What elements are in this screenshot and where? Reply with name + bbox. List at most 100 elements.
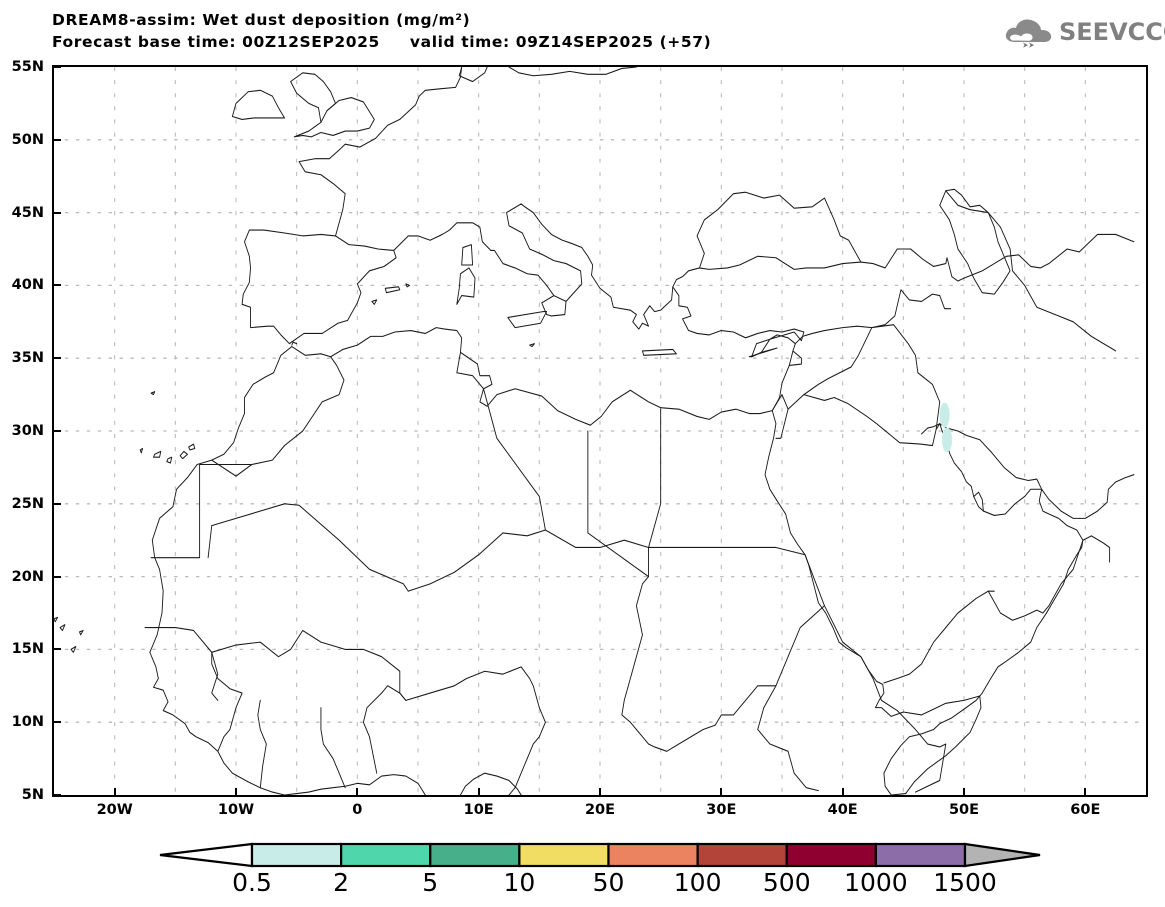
y-axis-tick [54, 357, 61, 360]
adriatic-aegean-black-sea-coast [506, 203, 862, 330]
border-cameroon-gabon [508, 758, 528, 795]
y-axis-tick [54, 211, 61, 214]
gibraltar-strait [291, 341, 298, 346]
y-axis-tick-label: 25N [11, 495, 44, 512]
gridlines [54, 67, 1146, 795]
malta [529, 343, 535, 348]
colorbar-band-2 [340, 842, 432, 868]
cape-verde-santo-antao [54, 616, 59, 623]
border-ghana-ivory [320, 707, 346, 789]
y-axis-tick-label: 20N [11, 568, 44, 585]
border-niger-algeria-libya [407, 529, 546, 592]
x-axis-tick [720, 788, 723, 795]
border-egypt-libya [648, 408, 662, 549]
x-axis-tick [599, 788, 601, 795]
caspian-southeast-coast [945, 190, 1026, 286]
colorbar-band-1 [250, 842, 343, 868]
tenerife [153, 450, 162, 458]
border-iran-turkmenistan [1024, 284, 1117, 352]
x-axis-tick [235, 788, 237, 795]
y-axis-tick [54, 138, 61, 141]
cape-verde-sao-vicente [59, 624, 66, 632]
y-axis-tick [54, 794, 61, 796]
border-nigeria-niger-chad [405, 666, 540, 709]
border-ethiopia-somalia [860, 656, 947, 793]
border-syria-iraq [803, 327, 873, 396]
baltic-south-coast [508, 67, 637, 77]
x-axis-tick-label: 0 [352, 802, 363, 818]
border-western-sahara [150, 463, 253, 559]
colorbar-tick-label: 10 [503, 868, 536, 897]
scotland [290, 72, 336, 123]
y-axis-tick [54, 430, 61, 432]
border-liberia-ivory [257, 699, 267, 789]
border-caucasus [860, 248, 965, 282]
border-egypt-sudan [648, 546, 806, 556]
border-iran-pakistan [1041, 474, 1135, 519]
y-axis-tick-label: 35N [11, 350, 44, 367]
logo-text: SEEVCCC [1059, 18, 1165, 46]
border-benin-togo [362, 685, 407, 774]
border-libya-algeria [483, 388, 546, 531]
colorbar[interactable]: 0.5 2 5 10 50 100 500 1000 1500 [0, 836, 1165, 906]
border-turkmenistan-kazakh [963, 233, 1135, 279]
x-axis-tick-label: 60E [1070, 802, 1101, 818]
border-morocco-algeria [251, 356, 345, 466]
western-europe-coast [241, 67, 463, 345]
border-chad-sudan [544, 529, 649, 745]
cyprus [748, 347, 778, 358]
menorca [405, 283, 410, 288]
border-south-sudan [648, 685, 777, 752]
la-palma [139, 447, 144, 454]
colorbar-band-under [159, 842, 254, 868]
iran-gulf-coast [939, 423, 1043, 490]
sicily [507, 311, 548, 329]
colorbar-band-over [963, 842, 1041, 868]
madeira [150, 391, 156, 396]
caspian-sea [939, 188, 1011, 295]
border-iraq-iran [871, 324, 941, 431]
colorbar-tick-label: 1000 [844, 868, 908, 897]
border-sudan-ethiopia [757, 605, 825, 792]
x-axis-tick-label: 30E [706, 802, 737, 818]
y-axis-tick-label: 40N [11, 277, 44, 294]
page-title: DREAM8-assim: Wet dust deposition (mg/m²… [52, 11, 471, 29]
y-axis-tick-label: 45N [11, 204, 44, 221]
england-wales [293, 97, 375, 138]
africa-red-sea-horn-coast [764, 410, 982, 795]
x-axis-tick [113, 788, 116, 795]
border-libya-niger-east [587, 430, 649, 578]
colorbar-tick-label: 50 [592, 868, 625, 897]
y-axis-tick [54, 284, 61, 287]
cape-verde-santiago [70, 645, 77, 653]
arabian-peninsula-coast [883, 423, 1084, 795]
colorbar-tick-label: 5 [422, 868, 439, 897]
border-mauritania-mali [211, 503, 409, 592]
border-tunisia-algeria [456, 351, 484, 390]
x-axis-tick [1084, 788, 1087, 795]
cape-verde-sal [79, 629, 84, 636]
map-canvas[interactable] [52, 65, 1148, 797]
cloud-icon [1005, 19, 1052, 48]
ibiza [371, 299, 378, 305]
x-axis-tick [477, 788, 480, 795]
dust-deposition-field [939, 402, 953, 453]
colorbar-band-7 [785, 842, 877, 868]
colorbar-tick-label: 0.5 [232, 868, 272, 897]
x-axis-tick-label: 10E [463, 802, 494, 818]
forecast-time-subtitle: Forecast base time: 00Z12SEP2025 valid t… [52, 33, 712, 51]
colorbar-band-6 [696, 842, 788, 868]
x-axis-tick [356, 788, 359, 795]
map-graphic [54, 67, 1146, 795]
ireland [231, 89, 285, 120]
denmark [458, 67, 488, 83]
levant-turkey-south-coast [672, 286, 805, 412]
border-cameroon-chad [526, 707, 546, 760]
border-oman-yemen [987, 539, 1084, 621]
border-saudi-iraq-kuwait [787, 394, 941, 447]
sardinia [456, 267, 476, 305]
colorbar-tick-label: 2 [333, 868, 350, 897]
border-lebanon [788, 350, 802, 367]
border-morocco-algeria-south [211, 459, 253, 477]
x-axis-tick-label: 10W [217, 802, 255, 818]
